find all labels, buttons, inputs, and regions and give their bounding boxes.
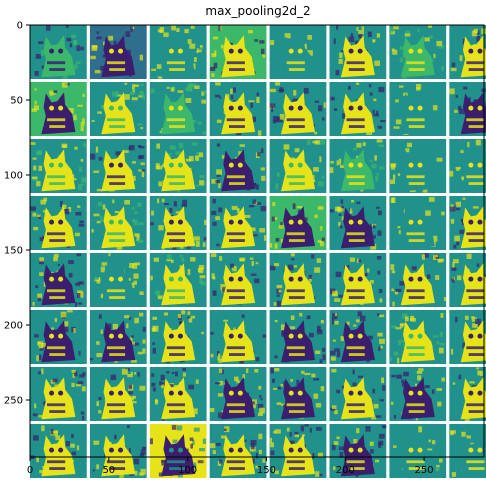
feature-map-tile bbox=[149, 82, 207, 136]
feature-map-tile bbox=[149, 424, 207, 478]
y-axis: 0 50 100 150 200 250 bbox=[4, 21, 30, 407]
feature-map-tile bbox=[449, 367, 486, 421]
feature-map-grid bbox=[30, 25, 486, 478]
feature-map-tile bbox=[89, 310, 147, 364]
y-tick-label: 0 bbox=[17, 21, 23, 32]
feature-map-tile bbox=[89, 424, 147, 478]
feature-map-tile bbox=[329, 82, 387, 136]
feature-map-tile bbox=[209, 310, 267, 364]
feature-map-tile bbox=[269, 367, 327, 421]
feature-map-tile bbox=[89, 25, 147, 79]
feature-map-tile bbox=[89, 253, 147, 307]
feature-map-tile bbox=[30, 367, 87, 421]
feature-map-tile bbox=[449, 82, 486, 136]
feature-map-tile bbox=[209, 196, 267, 250]
x-tick-label: 50 bbox=[102, 465, 115, 476]
feature-map-tile bbox=[389, 253, 447, 307]
x-tick-label: 150 bbox=[257, 465, 276, 476]
feature-map-tile bbox=[269, 82, 327, 136]
feature-map-tile bbox=[209, 25, 267, 79]
feature-map-tile bbox=[329, 25, 387, 79]
y-tick-label: 200 bbox=[4, 321, 23, 332]
feature-map-tile bbox=[30, 139, 87, 193]
feature-map-tile bbox=[30, 310, 87, 364]
feature-map-tile bbox=[149, 253, 207, 307]
feature-map-tile bbox=[209, 82, 267, 136]
feature-map-tile bbox=[30, 82, 87, 136]
feature-map-tile bbox=[269, 310, 327, 364]
y-tick-label: 50 bbox=[10, 96, 23, 107]
y-tick-label: 250 bbox=[4, 396, 23, 407]
y-tick-label: 100 bbox=[4, 171, 23, 182]
feature-map-tile bbox=[30, 25, 87, 79]
chart-title: max_pooling2d_2 bbox=[205, 4, 310, 18]
axes-frame bbox=[29, 24, 485, 458]
x-tick-label: 0 bbox=[27, 465, 33, 476]
feature-map-tile bbox=[269, 139, 327, 193]
feature-map-tile bbox=[329, 367, 387, 421]
feature-map-tile bbox=[209, 253, 267, 307]
feature-map-tile bbox=[30, 253, 87, 307]
feature-map-tile bbox=[149, 196, 207, 250]
feature-map-tile bbox=[449, 253, 486, 307]
x-tick-label: 100 bbox=[178, 465, 197, 476]
feature-map-tile bbox=[329, 139, 387, 193]
feature-map-tile bbox=[209, 139, 267, 193]
feature-map-tile bbox=[269, 253, 327, 307]
feature-map-tile bbox=[89, 196, 147, 250]
y-tick-label: 150 bbox=[4, 246, 23, 257]
feature-map-tile bbox=[389, 424, 447, 478]
feature-map-tile bbox=[89, 367, 147, 421]
feature-map-tile bbox=[30, 196, 87, 250]
feature-map-tile bbox=[149, 310, 207, 364]
feature-map-tile bbox=[449, 139, 486, 193]
feature-map-tile bbox=[389, 196, 447, 250]
x-tick-label: 200 bbox=[336, 465, 355, 476]
x-axis: 0 50 100 150 200 250 bbox=[27, 457, 434, 476]
feature-map-tile bbox=[449, 196, 486, 250]
feature-map-tile bbox=[389, 367, 447, 421]
feature-map-tile bbox=[389, 310, 447, 364]
feature-map-tile bbox=[30, 424, 87, 478]
feature-map-tile bbox=[149, 25, 207, 79]
feature-map-tile bbox=[149, 367, 207, 421]
x-tick-label: 250 bbox=[415, 465, 434, 476]
feature-map-tile bbox=[269, 25, 327, 79]
feature-map-tile bbox=[269, 424, 327, 478]
feature-map-tile bbox=[269, 196, 327, 250]
feature-map-tile bbox=[329, 310, 387, 364]
feature-map-tile bbox=[449, 310, 486, 364]
feature-map-tile bbox=[389, 25, 447, 79]
feature-map-tile bbox=[209, 367, 267, 421]
feature-map-tile bbox=[389, 82, 447, 136]
feature-map-tile bbox=[449, 25, 486, 79]
feature-map-tile bbox=[149, 139, 207, 193]
feature-map-tile bbox=[449, 424, 486, 478]
feature-map-tile bbox=[329, 196, 387, 250]
feature-map-tile bbox=[209, 424, 267, 478]
feature-map-tile bbox=[389, 139, 447, 193]
feature-map-tile bbox=[329, 253, 387, 307]
feature-map-tile bbox=[89, 139, 147, 193]
feature-map-tile bbox=[89, 82, 147, 136]
feature-map-tile bbox=[329, 424, 387, 478]
